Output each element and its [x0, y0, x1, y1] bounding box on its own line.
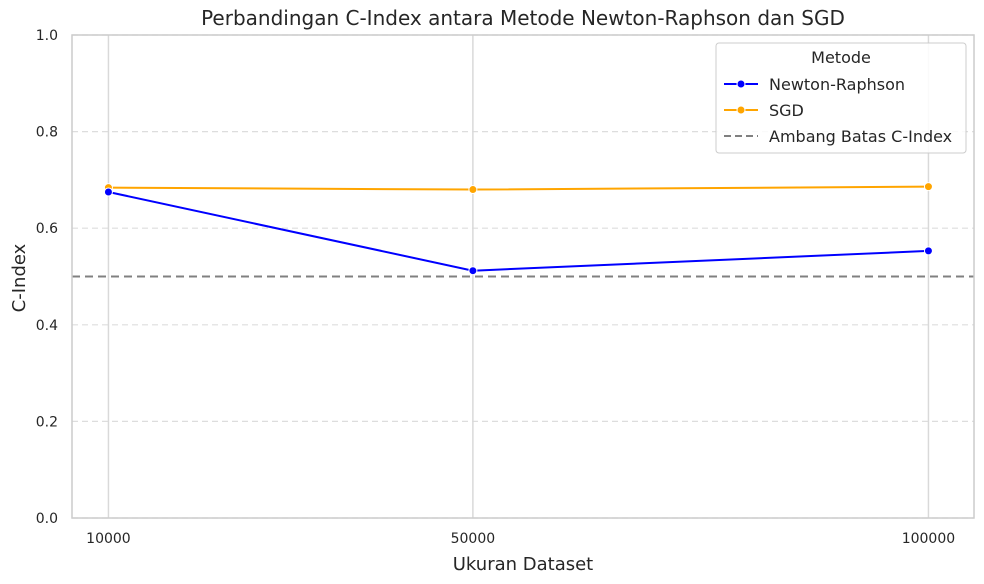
x-tick-label: 100000: [902, 531, 955, 547]
x-axis-label: Ukuran Dataset: [453, 554, 594, 575]
data-point: [923, 182, 933, 192]
y-axis-ticks: 0.0 0.2 0.4 0.6 0.8 1.0: [36, 28, 58, 527]
x-axis-ticks: 10000 50000 100000: [86, 531, 955, 547]
data-point: [468, 266, 478, 276]
legend-title: Metode: [811, 48, 871, 67]
y-tick-label: 0.0: [36, 511, 58, 527]
legend-marker: [736, 79, 746, 89]
y-axis-label: C-Index: [9, 243, 30, 312]
legend-label: Ambang Batas C-Index: [769, 127, 952, 146]
y-tick-label: 0.2: [36, 414, 58, 430]
y-tick-label: 1.0: [36, 28, 58, 44]
y-tick-label: 0.8: [36, 125, 58, 141]
legend-label: Newton-Raphson: [769, 75, 905, 94]
legend-box: [715, 42, 967, 154]
series-line: [108, 190, 929, 272]
chart-title: Perbandingan C-Index antara Metode Newto…: [201, 6, 845, 30]
x-tick-label: 10000: [86, 531, 131, 547]
data-point: [923, 246, 933, 256]
series-line: [108, 185, 929, 191]
legend-marker: [736, 105, 746, 115]
y-tick-label: 0.4: [36, 318, 58, 334]
legend: Metode Newton-Raphson SGD Ambang Batas C-I…: [715, 42, 967, 154]
plot-frame: [71, 34, 975, 519]
x-tick-label: 50000: [451, 531, 496, 547]
data-point: [468, 185, 478, 195]
y-tick-label: 0.6: [36, 221, 58, 237]
legend-label: SGD: [769, 101, 804, 120]
series-lines: [103, 182, 933, 276]
data-point: [103, 187, 113, 197]
legend-items: Newton-Raphson SGD Ambang Batas C-Index: [724, 75, 952, 146]
